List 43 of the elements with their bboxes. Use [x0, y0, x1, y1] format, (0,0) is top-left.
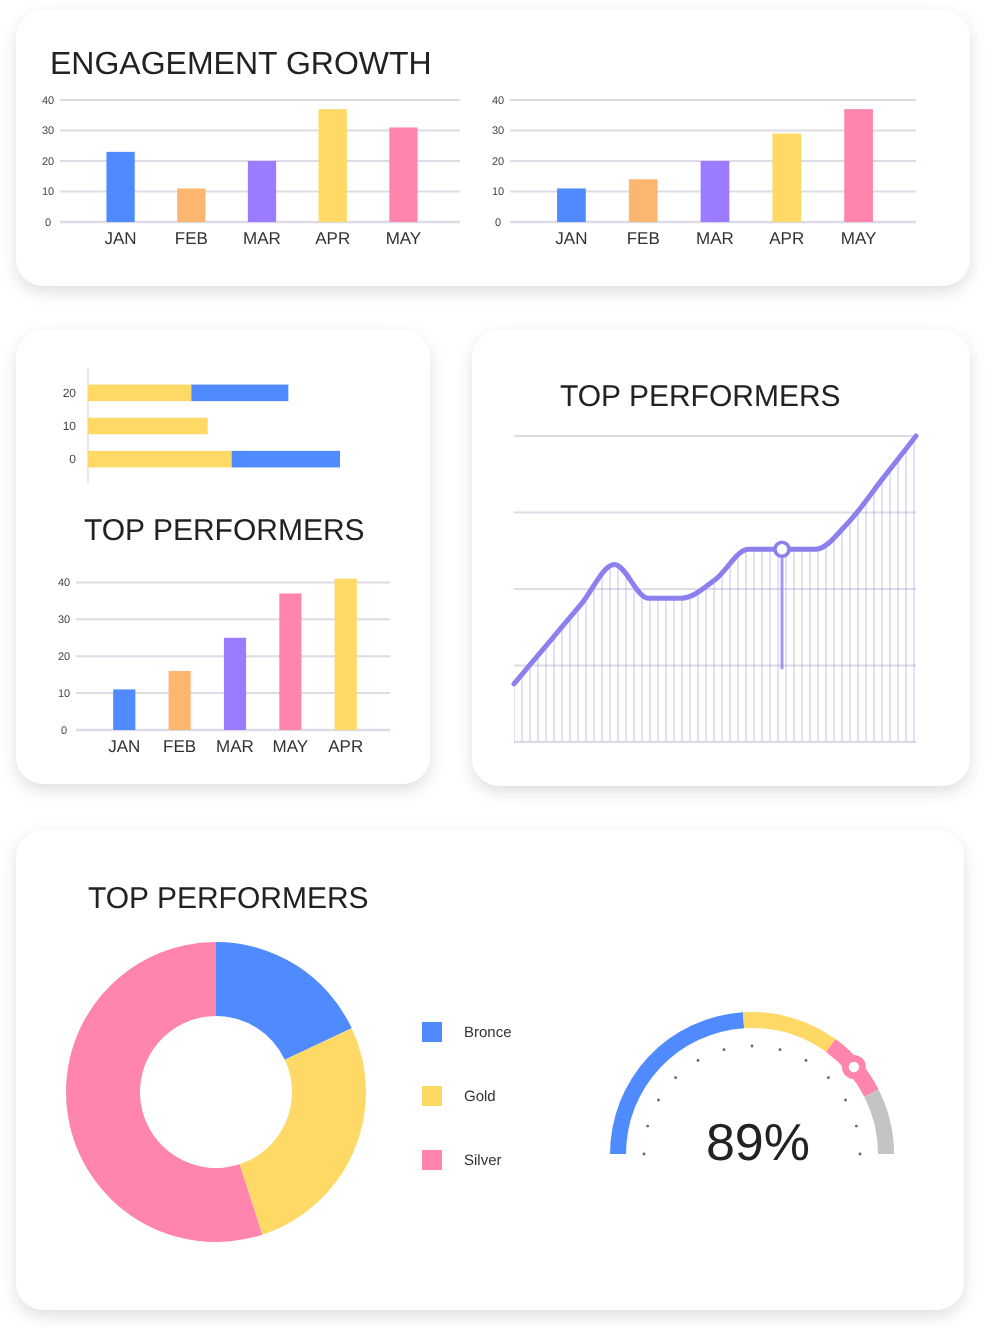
- x-tick-label: JAN: [104, 228, 137, 248]
- bar: [334, 578, 357, 730]
- x-tick-label: FEB: [174, 228, 209, 248]
- x-tick-label: MAR: [696, 228, 734, 248]
- bar: [168, 670, 191, 730]
- bar: [231, 450, 340, 468]
- bar: [113, 689, 136, 730]
- x-tick-label: JAN: [108, 736, 141, 756]
- x-tick-label: MAR: [243, 228, 281, 248]
- bar: [844, 109, 873, 222]
- chart-title: TOP PERFORMERS: [84, 514, 365, 548]
- bar: [700, 161, 730, 222]
- x-tick-label: MAY: [272, 736, 309, 756]
- bar: [557, 188, 586, 222]
- bar: [191, 384, 289, 402]
- bar: [88, 384, 192, 402]
- x-tick-label: APR: [315, 228, 351, 248]
- bar: [223, 637, 247, 730]
- donut-slice: [239, 1028, 366, 1235]
- bar: [628, 179, 658, 222]
- chart-title: ENGAGEMENT GROWTH: [50, 48, 432, 82]
- x-tick-label: JAN: [555, 228, 588, 248]
- bar: [247, 161, 277, 222]
- bar: [772, 133, 802, 222]
- x-tick-label: MAY: [840, 228, 878, 248]
- x-tick-label: APR: [769, 228, 805, 248]
- bar: [106, 151, 135, 222]
- bar: [318, 109, 347, 222]
- bar: [279, 593, 302, 730]
- bar: [177, 188, 206, 222]
- x-tick-label: APR: [328, 736, 364, 756]
- bar: [389, 127, 418, 222]
- chart-title: TOP PERFORMERS: [88, 882, 369, 916]
- text: 89%: [705, 1112, 811, 1172]
- donut-slice: [66, 942, 263, 1242]
- bar: [88, 417, 208, 435]
- chart-title: TOP PERFORMERS: [560, 380, 841, 414]
- x-tick-label: FEB: [163, 736, 197, 756]
- x-tick-label: MAR: [216, 736, 254, 756]
- x-tick-label: MAY: [385, 228, 422, 248]
- donut-slice: [216, 942, 352, 1060]
- x-tick-label: FEB: [626, 228, 661, 248]
- bar: [88, 450, 232, 468]
